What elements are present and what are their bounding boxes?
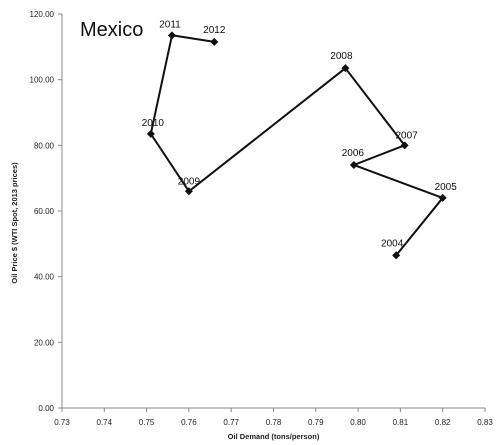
data-point-2012 <box>210 37 219 46</box>
data-label-2005: 2005 <box>435 182 458 193</box>
x-tick-label: 0.74 <box>97 418 113 427</box>
data-labels: 2004 2005 2006 2007 2008 2009 2010 2011 2012 <box>142 19 458 249</box>
series-line <box>149 34 445 256</box>
x-tick-label: 0.73 <box>54 418 70 427</box>
x-tick-label: 0.75 <box>139 418 155 427</box>
chart-title: Mexico <box>80 19 143 41</box>
y-axis-ticks: 0.00 20.00 40.00 60.00 80.00 100.00 120.00 <box>30 10 62 413</box>
data-markers <box>146 31 447 260</box>
data-label-2006: 2006 <box>342 148 365 159</box>
data-point-2007 <box>400 141 409 150</box>
x-tick-label: 0.76 <box>181 418 197 427</box>
data-label-2009: 2009 <box>178 176 201 187</box>
data-point-2005 <box>438 193 447 202</box>
x-tick-label: 0.83 <box>477 418 493 427</box>
y-tick-label: 60.00 <box>34 207 55 216</box>
y-tick-label: 20.00 <box>34 338 55 347</box>
x-tick-label: 0.79 <box>308 418 324 427</box>
y-tick-label: 100.00 <box>30 76 55 85</box>
x-tick-label: 0.80 <box>350 418 366 427</box>
data-point-2010 <box>146 129 155 138</box>
data-label-2012: 2012 <box>203 25 226 36</box>
x-tick-label: 0.78 <box>266 418 282 427</box>
x-axis-title: Oil Demand (tons/person) <box>228 432 320 441</box>
x-axis-ticks: 0.73 0.74 0.75 0.76 0.77 0.78 0.79 0.80 0.81 0.82… <box>54 408 493 427</box>
data-label-2004: 2004 <box>381 238 404 249</box>
x-tick-label: 0.81 <box>393 418 409 427</box>
x-tick-label: 0.82 <box>435 418 451 427</box>
y-tick-label: 0.00 <box>38 404 54 413</box>
data-point-2006 <box>349 161 358 170</box>
y-tick-label: 80.00 <box>34 141 55 150</box>
data-point-2011 <box>167 31 176 40</box>
data-label-2007: 2007 <box>396 130 419 141</box>
y-tick-label: 120.00 <box>30 10 55 19</box>
data-label-2010: 2010 <box>142 118 165 129</box>
x-tick-label: 0.77 <box>223 418 239 427</box>
data-point-2008 <box>341 64 350 73</box>
data-point-2009 <box>184 187 193 196</box>
y-axis-title: Oil Price $ (WTI Spot, 2013 prices) <box>10 162 19 284</box>
data-label-2011: 2011 <box>159 19 181 30</box>
data-point-2004 <box>392 251 401 260</box>
y-tick-label: 40.00 <box>34 273 55 282</box>
data-label-2008: 2008 <box>330 51 353 62</box>
